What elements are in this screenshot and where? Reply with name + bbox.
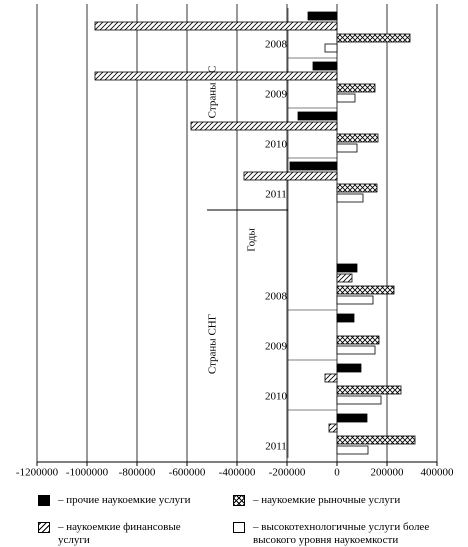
bar [312, 61, 338, 71]
bar [336, 143, 358, 153]
bar [336, 295, 374, 305]
legend-label: высокотехнологичные услуги более высоког… [253, 521, 433, 547]
bar [336, 183, 378, 193]
y-tick-label: 2011 [265, 441, 287, 453]
x-tick-label: -1200000 [16, 467, 59, 479]
chart: Годы -1200000 -1000000 -800000 -600000 -4000… [16, 4, 455, 479]
bar [297, 111, 338, 121]
bar [336, 445, 369, 455]
legend-swatch [233, 522, 245, 533]
legend-label: наукоемкие рыночные услуги [253, 494, 400, 507]
x-tick-label: -1000000 [66, 467, 109, 479]
bar [336, 385, 402, 395]
bar [94, 71, 338, 81]
legend-swatch [38, 522, 50, 533]
legend-swatch [233, 495, 245, 506]
bar [336, 83, 376, 93]
bar [336, 435, 416, 445]
bar [243, 171, 338, 181]
bar [190, 121, 338, 131]
legend-swatch [38, 495, 50, 506]
bar [336, 93, 356, 103]
y-tick-label: 2010 [265, 391, 288, 403]
bar [336, 313, 355, 323]
bar [336, 285, 395, 295]
x-tick-label: 0 [334, 467, 340, 479]
bar [324, 43, 338, 53]
x-tick-label: 200000 [371, 467, 405, 479]
y-tick-label: 2009 [265, 89, 288, 101]
bar [328, 423, 338, 433]
legend-label: прочие наукоемкие услуги [58, 494, 190, 507]
y-axis-label: Годы [246, 228, 258, 252]
bar [289, 161, 338, 171]
bar [336, 413, 368, 423]
legend-label: наукоемкие финансовые услуги [58, 521, 208, 547]
bar [336, 193, 364, 203]
bar [336, 345, 376, 355]
bar [336, 335, 380, 345]
x-tick-label: -200000 [269, 467, 306, 479]
y-tick-label: 2008 [265, 291, 288, 303]
x-tick-label: -400000 [219, 467, 256, 479]
bar [336, 33, 411, 43]
group-label: Страны СНГ [207, 314, 219, 374]
bar [336, 263, 358, 273]
bar [336, 363, 362, 373]
bar [307, 11, 338, 21]
y-tick-label: 2009 [265, 341, 288, 353]
x-tick-label: -600000 [169, 467, 206, 479]
y-tick-label: 2010 [265, 139, 288, 151]
bar [324, 373, 338, 383]
bar [336, 273, 353, 283]
x-tick-label: 400000 [421, 467, 455, 479]
bar [336, 395, 382, 405]
y-tick-label: 2011 [265, 189, 287, 201]
bar [94, 21, 338, 31]
y-tick-label: 2008 [265, 39, 288, 51]
bar [336, 133, 379, 143]
x-tick-label: -800000 [119, 467, 156, 479]
